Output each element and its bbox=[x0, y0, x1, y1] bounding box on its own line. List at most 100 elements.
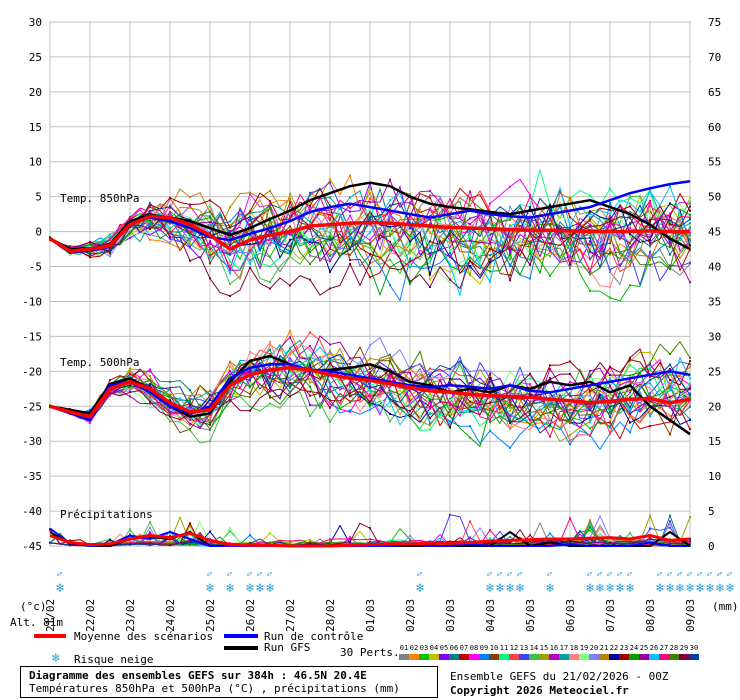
member-point bbox=[269, 390, 271, 393]
member-point bbox=[249, 362, 251, 365]
member-point bbox=[569, 517, 571, 520]
member-point bbox=[349, 389, 351, 392]
member-point bbox=[189, 389, 191, 392]
member-point bbox=[449, 375, 451, 378]
member-point bbox=[629, 389, 631, 392]
right-tick-label: 40 bbox=[708, 261, 721, 274]
member-point bbox=[589, 369, 591, 372]
member-point bbox=[209, 232, 211, 234]
member-point bbox=[289, 371, 291, 374]
member-point bbox=[149, 397, 151, 400]
member-point bbox=[509, 265, 511, 268]
member-point bbox=[529, 409, 531, 412]
member-point bbox=[249, 409, 251, 412]
member-point bbox=[289, 383, 291, 386]
member-point bbox=[649, 225, 651, 228]
member-point bbox=[329, 218, 331, 221]
member-point bbox=[469, 230, 471, 233]
member-point bbox=[589, 240, 591, 242]
member-point bbox=[489, 261, 491, 264]
snow-risk-pct: % bbox=[206, 571, 214, 576]
snow-risk-pct: % bbox=[226, 571, 234, 576]
member-point bbox=[549, 412, 551, 415]
snow-risk-pct: % bbox=[256, 571, 264, 576]
member-point bbox=[229, 360, 231, 363]
member-point bbox=[589, 249, 591, 252]
member-point bbox=[469, 190, 471, 193]
footer-subtitle: Températures 850hPa et 500hPa (°C) , pré… bbox=[29, 682, 400, 695]
member-point bbox=[289, 330, 291, 332]
member-point bbox=[589, 521, 591, 524]
member-point bbox=[509, 236, 511, 239]
member-point bbox=[249, 259, 251, 262]
member-point bbox=[489, 429, 491, 432]
left-tick-label: -10 bbox=[22, 295, 42, 308]
member-point bbox=[289, 382, 291, 384]
member-point bbox=[189, 218, 191, 221]
member-point bbox=[109, 252, 111, 255]
member-point bbox=[289, 214, 291, 217]
member-point bbox=[69, 544, 71, 546]
member-point bbox=[429, 405, 431, 408]
member-point bbox=[389, 251, 391, 254]
member-point bbox=[589, 194, 591, 197]
member-point bbox=[269, 205, 271, 207]
member-point bbox=[569, 255, 571, 258]
member-point bbox=[129, 528, 131, 531]
pert-color-swatch bbox=[589, 654, 599, 660]
member-point bbox=[329, 406, 331, 409]
member-point bbox=[409, 367, 411, 370]
member-point bbox=[689, 249, 691, 252]
member-point bbox=[429, 382, 431, 385]
member-point bbox=[609, 541, 611, 544]
member-point bbox=[689, 388, 691, 390]
member-point bbox=[149, 222, 151, 225]
member-point bbox=[309, 541, 311, 543]
member-point bbox=[609, 271, 611, 273]
member-point bbox=[169, 396, 171, 398]
date-label: 05/03 bbox=[524, 599, 537, 632]
member-point bbox=[609, 209, 611, 212]
member-point bbox=[269, 396, 271, 399]
member-point bbox=[369, 223, 371, 226]
member-point bbox=[289, 540, 291, 543]
member-point bbox=[289, 255, 291, 258]
member-point bbox=[669, 215, 671, 218]
member-point bbox=[569, 256, 571, 259]
member-point bbox=[149, 531, 151, 534]
member-point bbox=[329, 364, 331, 367]
member-point bbox=[349, 241, 351, 244]
member-point bbox=[629, 421, 631, 424]
member-point bbox=[349, 196, 351, 199]
snow-risk-pct: % bbox=[616, 571, 624, 576]
member-point bbox=[569, 403, 571, 406]
member-point bbox=[509, 258, 511, 261]
member-point bbox=[489, 542, 491, 545]
member-point bbox=[309, 254, 311, 257]
member-point bbox=[589, 416, 591, 419]
pert-color-swatch bbox=[669, 654, 679, 660]
snow-risk-pct: % bbox=[516, 571, 524, 576]
member-point bbox=[309, 404, 311, 406]
member-point bbox=[429, 387, 431, 390]
member-point bbox=[509, 370, 511, 373]
member-point bbox=[449, 406, 451, 408]
member-point bbox=[549, 246, 551, 249]
member-point bbox=[289, 201, 291, 204]
member-point bbox=[409, 390, 411, 392]
member-point bbox=[689, 245, 691, 248]
member-point bbox=[629, 392, 631, 394]
member-point bbox=[409, 243, 411, 246]
member-point bbox=[429, 254, 431, 257]
member-point bbox=[649, 401, 651, 404]
member-point bbox=[509, 446, 511, 449]
member-point bbox=[269, 200, 271, 203]
snowflake-icon: ❄ bbox=[705, 581, 714, 596]
member-point bbox=[649, 219, 651, 222]
member-point bbox=[529, 242, 531, 245]
member-point bbox=[389, 225, 391, 228]
member-point bbox=[449, 378, 451, 381]
pert-number: 15 bbox=[539, 644, 549, 652]
member-point bbox=[689, 396, 691, 399]
right-tick-label: 65 bbox=[708, 86, 721, 99]
